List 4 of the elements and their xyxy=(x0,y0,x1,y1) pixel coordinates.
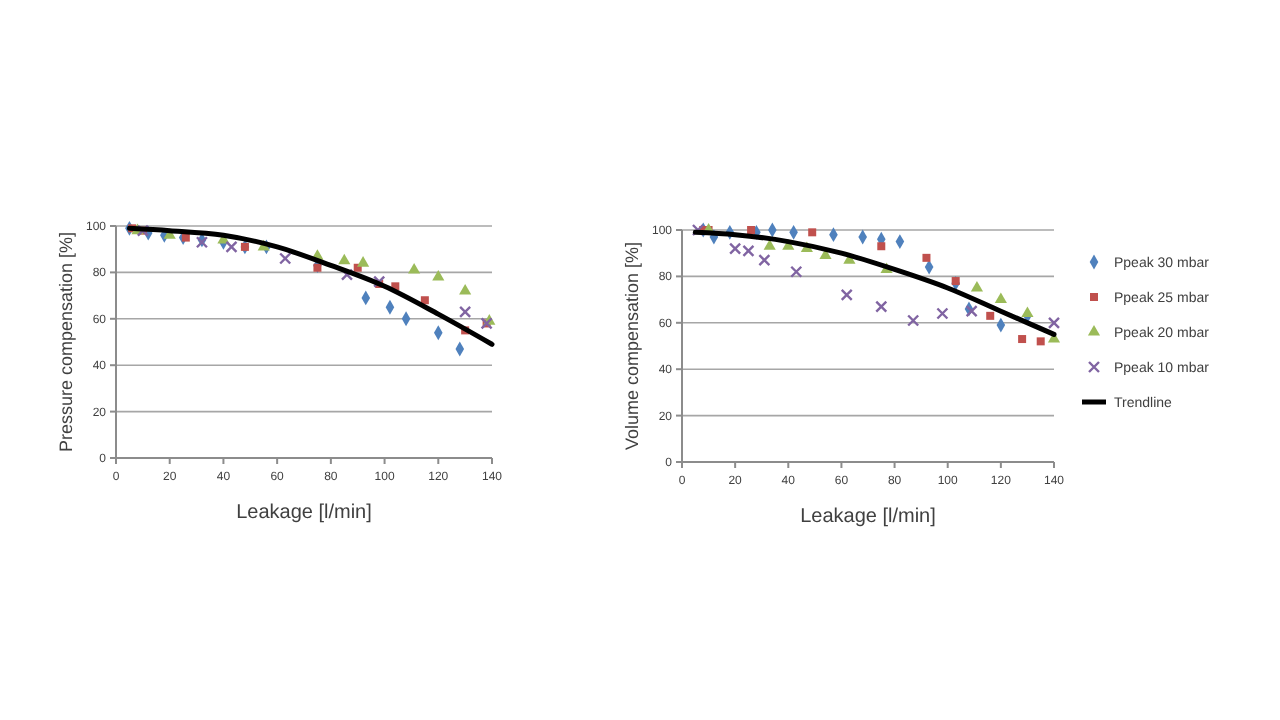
y-axis-title: Volume compensation [%] xyxy=(622,241,642,451)
y-axis-title: Pressure compensation [%] xyxy=(56,231,76,453)
x-axis-title: Leakage [l/min] xyxy=(800,506,937,528)
x-axis-title: Leakage [l/min] xyxy=(236,502,373,524)
